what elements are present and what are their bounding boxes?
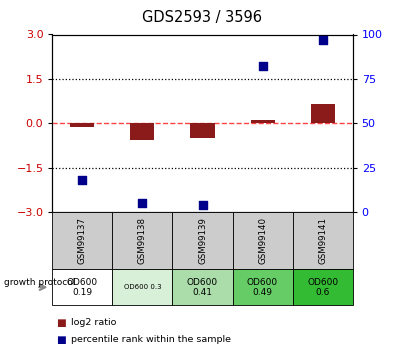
Text: GDS2593 / 3596: GDS2593 / 3596 bbox=[141, 10, 262, 25]
Text: ■: ■ bbox=[56, 318, 66, 327]
Text: growth protocol: growth protocol bbox=[4, 277, 75, 287]
Text: GSM99139: GSM99139 bbox=[198, 217, 207, 264]
Point bbox=[260, 64, 266, 69]
Text: OD600
0.49: OD600 0.49 bbox=[247, 278, 278, 297]
Bar bbox=[71, 123, 94, 127]
Bar bbox=[251, 120, 274, 123]
Point bbox=[319, 37, 326, 42]
Bar bbox=[191, 123, 214, 138]
Bar bbox=[131, 123, 154, 140]
Text: GSM99138: GSM99138 bbox=[138, 217, 147, 264]
Text: OD600
0.41: OD600 0.41 bbox=[187, 278, 218, 297]
Bar bbox=[311, 104, 334, 123]
Text: GSM99141: GSM99141 bbox=[318, 217, 327, 264]
Text: OD600
0.6: OD600 0.6 bbox=[307, 278, 338, 297]
Text: ■: ■ bbox=[56, 335, 66, 345]
Text: log2 ratio: log2 ratio bbox=[71, 318, 116, 327]
Text: OD600 0.3: OD600 0.3 bbox=[124, 284, 161, 290]
Point bbox=[199, 202, 206, 208]
Point bbox=[139, 200, 146, 206]
Text: percentile rank within the sample: percentile rank within the sample bbox=[71, 335, 231, 344]
Point bbox=[79, 177, 85, 183]
Text: GSM99137: GSM99137 bbox=[78, 217, 87, 264]
Text: OD600
0.19: OD600 0.19 bbox=[67, 278, 98, 297]
Text: GSM99140: GSM99140 bbox=[258, 217, 267, 264]
